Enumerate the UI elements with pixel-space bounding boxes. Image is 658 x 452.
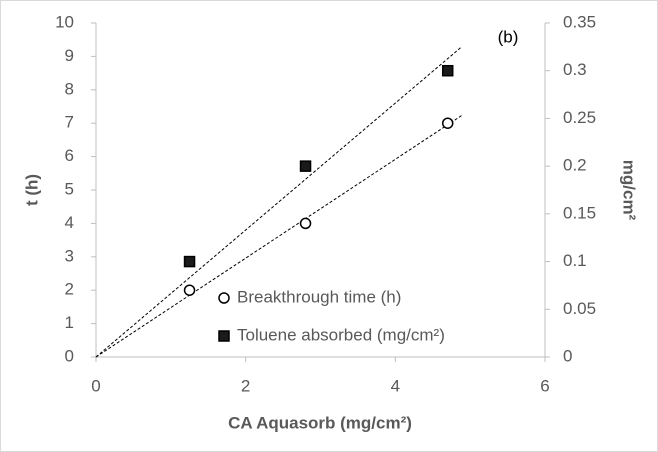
y2-tick-label: 0.3: [563, 60, 587, 79]
y-tick-label: 4: [65, 213, 74, 232]
y-tick-label: 9: [65, 46, 74, 65]
y2-tick-label: 0: [563, 346, 572, 365]
legend-marker: [218, 292, 230, 304]
annotation: (b): [498, 27, 519, 46]
data-point: [299, 217, 312, 230]
y-tick-label: 10: [55, 12, 74, 31]
y2-tick-label: 0.1: [563, 251, 587, 270]
legend-marker: [218, 330, 230, 342]
x-tick-label: 4: [391, 376, 400, 395]
y2-tick-label: 0.2: [563, 156, 587, 175]
y2-tick-label: 0.15: [563, 203, 596, 222]
y2-tick-label: 0.05: [563, 299, 596, 318]
x-axis-title: CA Aquasorb (mg/cm²): [228, 413, 412, 432]
x-tick-label: 6: [540, 376, 549, 395]
y-tick-label: 8: [65, 79, 74, 98]
y-tick-label: 7: [65, 113, 74, 132]
data-point: [299, 160, 312, 172]
legend-label: Toluene absorbed (mg/cm²): [237, 325, 445, 344]
data-point: [183, 255, 196, 268]
y2-tick-label: 0.25: [563, 108, 596, 127]
x-tick-label: 0: [91, 376, 100, 395]
data-point: [183, 284, 196, 296]
trendline: [95, 115, 463, 358]
y-tick-label: 2: [65, 280, 74, 299]
data-point: [441, 117, 454, 129]
y-tick-label: 1: [65, 313, 74, 332]
data-point: [441, 64, 454, 77]
y2-tick-label: 0.35: [563, 12, 596, 31]
y-tick-label: 0: [65, 346, 74, 365]
y-tick-label: 3: [65, 246, 74, 265]
y-axis-title: t (h): [22, 174, 41, 206]
x-tick-label: 2: [241, 376, 250, 395]
y-tick-label: 5: [65, 179, 74, 198]
legend-label: Breakthrough time (h): [237, 287, 401, 306]
y-tick-label: 6: [65, 146, 74, 165]
y2-axis-title: mg/cm²: [620, 160, 639, 221]
